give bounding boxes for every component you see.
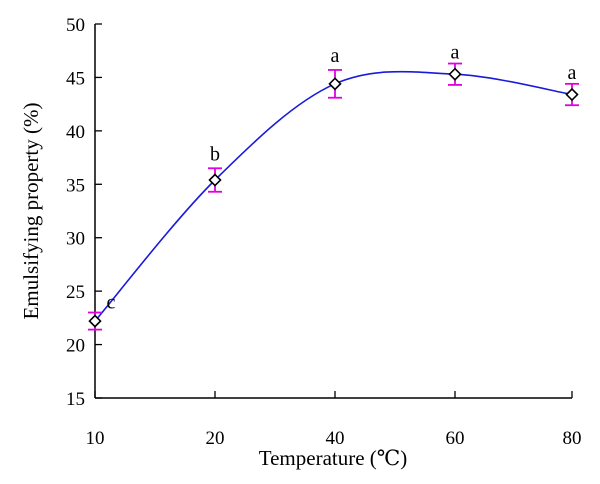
data-point-marker <box>328 77 342 91</box>
x-tick-label: 60 <box>446 428 465 449</box>
y-tick-label: 15 <box>66 389 85 410</box>
y-tick-label: 50 <box>66 15 85 36</box>
series-line <box>94 70 573 322</box>
data-markers <box>88 67 579 328</box>
significance-labels: c b a a a <box>107 42 577 314</box>
y-tick-label: 40 <box>66 122 85 143</box>
y-tick-label: 25 <box>66 282 85 303</box>
x-tick-label: 10 <box>86 428 105 449</box>
x-tick-label: 40 <box>326 428 345 449</box>
significance-label: a <box>568 62 577 84</box>
y-ticks: 15 20 25 30 35 40 45 50 <box>66 15 102 410</box>
y-tick-label: 35 <box>66 175 85 196</box>
significance-label: a <box>451 42 460 64</box>
data-point-marker <box>208 173 222 187</box>
x-ticks: 10 20 40 60 80 <box>86 391 582 449</box>
data-point-marker <box>448 67 462 81</box>
data-point-marker <box>565 87 579 102</box>
error-bars <box>88 62 579 331</box>
data-point-marker <box>88 314 102 328</box>
x-axis-title: Temperature (℃) <box>259 446 408 470</box>
x-tick-label: 80 <box>563 428 582 449</box>
y-tick-label: 20 <box>66 336 85 357</box>
significance-label: b <box>210 143 220 165</box>
significance-label: c <box>107 292 116 314</box>
x-tick-label: 20 <box>206 428 225 449</box>
y-tick-label: 30 <box>66 229 85 250</box>
y-tick-label: 45 <box>66 68 85 89</box>
significance-label: a <box>331 45 340 67</box>
plot-area: 15 20 25 30 35 40 45 50 10 20 40 60 80 c b a a a <box>66 15 582 449</box>
y-axis-title: Emulsifying property (%) <box>19 103 43 320</box>
